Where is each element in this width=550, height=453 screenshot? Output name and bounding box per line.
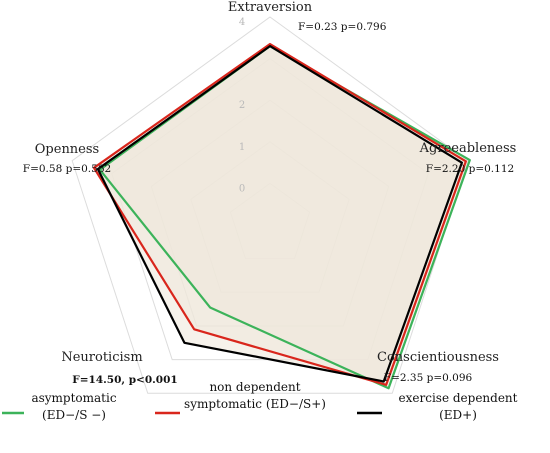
grid-ring	[71, 16, 469, 394]
legend-item-exercise-dependent: exercise dependent (ED+)	[357, 391, 518, 422]
radar-fill	[93, 44, 470, 389]
axis-label-extraversion: Extraversion	[228, 0, 313, 15]
radar-series	[92, 42, 471, 390]
axis-stat-agreeableness: F=2.20 p=0.112	[426, 163, 514, 175]
radial-tick-label: 4	[239, 17, 245, 28]
legend-item-non-dependent: non dependent symptomatic (ED−/S+)	[155, 380, 326, 415]
axis-stat-openness: F=0.58 p=0.562	[23, 163, 111, 175]
legend-label: asymptomatic (ED−/S −)	[31, 391, 116, 422]
axis-labels: Extraversion F=0.23 p=0.796 Agreeableness F…	[23, 0, 517, 386]
radial-tick-label: 0	[239, 183, 245, 194]
series-fill-exercise-dependent	[97, 46, 462, 382]
axis-label-agreeableness: Agreeableness	[419, 141, 517, 156]
radial-tick-label: 2	[239, 100, 245, 111]
axis-stat-extraversion: F=0.23 p=0.796	[298, 21, 387, 33]
legend-label: exercise dependent (ED+)	[399, 391, 518, 422]
series-line-exercise-dependent	[96, 45, 463, 383]
legend: asymptomatic (ED−/S −) non dependent sympto…	[2, 380, 518, 422]
axis-label-conscientiousness: Conscientiousness	[377, 350, 499, 365]
series-line-asymptomatic	[98, 45, 471, 390]
radial-tick-labels: 0 1 2 4	[239, 17, 245, 194]
series-line-non-dependent	[92, 42, 467, 386]
legend-label: non dependent symptomatic (ED−/S+)	[184, 380, 326, 411]
axis-stat-conscientiousness: F=2.35 p=0.096	[384, 372, 473, 384]
axis-label-neuroticism: Neuroticism	[61, 350, 142, 365]
axis-stat-neuroticism: F=14.50, p<0.001	[72, 374, 177, 386]
radial-tick-label: 1	[239, 142, 245, 153]
legend-item-asymptomatic: asymptomatic (ED−/S −)	[2, 391, 117, 422]
axis-label-openness: Openness	[35, 142, 99, 157]
